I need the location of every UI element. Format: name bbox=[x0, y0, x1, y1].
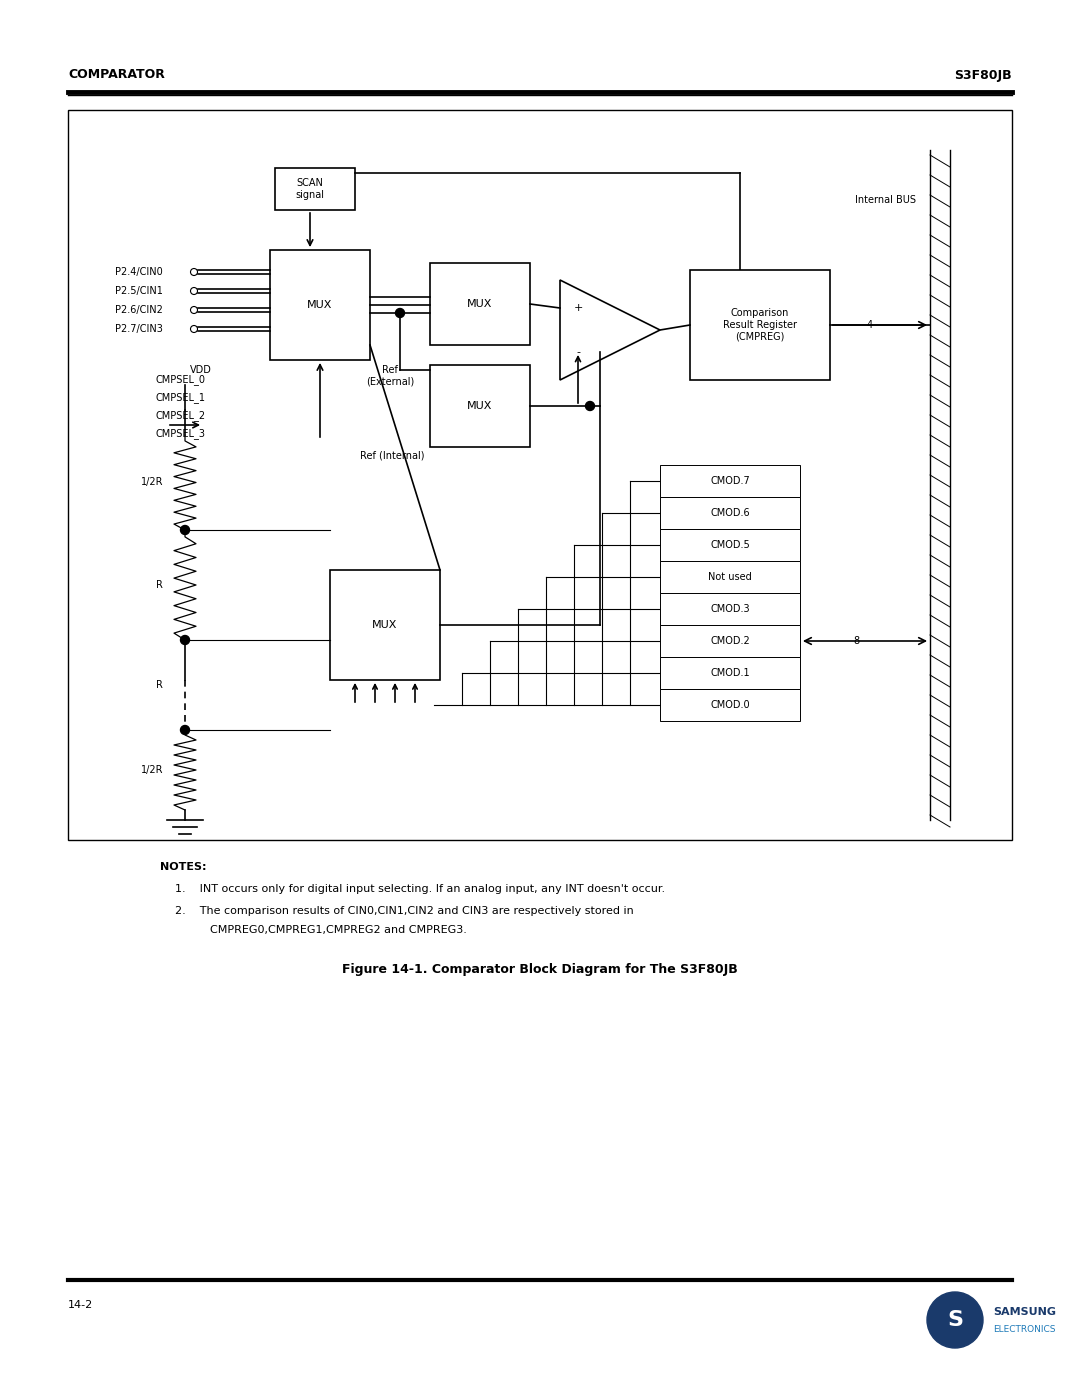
Text: R: R bbox=[157, 580, 163, 590]
Bar bbox=[660, 624, 800, 657]
Text: 2.    The comparison results of CIN0,CIN1,CIN2 and CIN3 are respectively stored : 2. The comparison results of CIN0,CIN1,C… bbox=[175, 907, 634, 916]
Circle shape bbox=[180, 725, 189, 735]
Text: CMPSEL_0: CMPSEL_0 bbox=[156, 374, 205, 386]
Text: MUX: MUX bbox=[468, 299, 492, 309]
Bar bbox=[690, 270, 831, 380]
Text: SCAN
signal: SCAN signal bbox=[296, 179, 324, 200]
Text: P2.4/CIN0: P2.4/CIN0 bbox=[114, 267, 163, 277]
Text: CMPSEL_3: CMPSEL_3 bbox=[156, 429, 205, 440]
Text: S3F80JB: S3F80JB bbox=[955, 68, 1012, 81]
Bar bbox=[660, 497, 800, 529]
Text: CMPSEL_2: CMPSEL_2 bbox=[156, 411, 205, 422]
Text: Not used: Not used bbox=[708, 571, 752, 583]
Bar bbox=[330, 570, 440, 680]
Text: +: + bbox=[573, 303, 583, 313]
Bar bbox=[68, 110, 1012, 840]
Text: -: - bbox=[576, 346, 580, 358]
Text: 1.    INT occurs only for digital input selecting. If an analog input, any INT d: 1. INT occurs only for digital input sel… bbox=[175, 884, 665, 894]
Text: ELECTRONICS: ELECTRONICS bbox=[993, 1326, 1055, 1334]
Text: P2.7/CIN3: P2.7/CIN3 bbox=[114, 324, 163, 334]
Text: 14-2: 14-2 bbox=[68, 1301, 93, 1310]
Text: Figure 14-1. Comparator Block Diagram for The S3F80JB: Figure 14-1. Comparator Block Diagram fo… bbox=[342, 964, 738, 977]
Bar bbox=[660, 529, 800, 562]
Text: P2.6/CIN2: P2.6/CIN2 bbox=[114, 305, 163, 314]
Bar bbox=[275, 168, 355, 210]
Text: 8: 8 bbox=[853, 636, 859, 645]
Text: CMOD.5: CMOD.5 bbox=[711, 541, 750, 550]
Circle shape bbox=[180, 525, 189, 535]
Text: Comparison
Result Register
(CMPREG): Comparison Result Register (CMPREG) bbox=[723, 309, 797, 342]
Text: COMPARATOR: COMPARATOR bbox=[68, 68, 165, 81]
Text: CMOD.6: CMOD.6 bbox=[711, 509, 750, 518]
Bar bbox=[660, 465, 800, 497]
Text: NOTES:: NOTES: bbox=[160, 862, 206, 872]
Circle shape bbox=[927, 1292, 983, 1348]
Text: P2.5/CIN1: P2.5/CIN1 bbox=[114, 286, 163, 296]
Text: CMPREG0,CMPREG1,CMPREG2 and CMPREG3.: CMPREG0,CMPREG1,CMPREG2 and CMPREG3. bbox=[210, 925, 467, 935]
Circle shape bbox=[395, 309, 405, 317]
Bar bbox=[660, 592, 800, 624]
Bar bbox=[430, 263, 530, 345]
Text: R: R bbox=[157, 680, 163, 690]
Text: VDD: VDD bbox=[190, 365, 212, 374]
Text: CMOD.1: CMOD.1 bbox=[711, 668, 750, 678]
Text: 1/2R: 1/2R bbox=[140, 478, 163, 488]
Bar bbox=[430, 365, 530, 447]
Text: CMOD.2: CMOD.2 bbox=[711, 636, 750, 645]
Text: MUX: MUX bbox=[308, 300, 333, 310]
Text: CMOD.0: CMOD.0 bbox=[711, 700, 750, 710]
Text: 4: 4 bbox=[867, 320, 873, 330]
Text: MUX: MUX bbox=[468, 401, 492, 411]
Bar bbox=[660, 689, 800, 721]
Text: Ref (Internal): Ref (Internal) bbox=[360, 450, 424, 460]
Text: Ref
(External): Ref (External) bbox=[366, 365, 414, 387]
Text: CMOD.3: CMOD.3 bbox=[711, 604, 750, 615]
Text: CMOD.7: CMOD.7 bbox=[711, 476, 750, 486]
Circle shape bbox=[585, 401, 594, 411]
Bar bbox=[660, 562, 800, 592]
Circle shape bbox=[180, 636, 189, 644]
Text: 1/2R: 1/2R bbox=[140, 766, 163, 775]
Text: S: S bbox=[947, 1310, 963, 1330]
Bar bbox=[660, 657, 800, 689]
Text: CMPSEL_1: CMPSEL_1 bbox=[156, 393, 205, 404]
Text: SAMSUNG: SAMSUNG bbox=[993, 1308, 1056, 1317]
Text: MUX: MUX bbox=[373, 620, 397, 630]
Text: Internal BUS: Internal BUS bbox=[855, 196, 916, 205]
Bar bbox=[270, 250, 370, 360]
